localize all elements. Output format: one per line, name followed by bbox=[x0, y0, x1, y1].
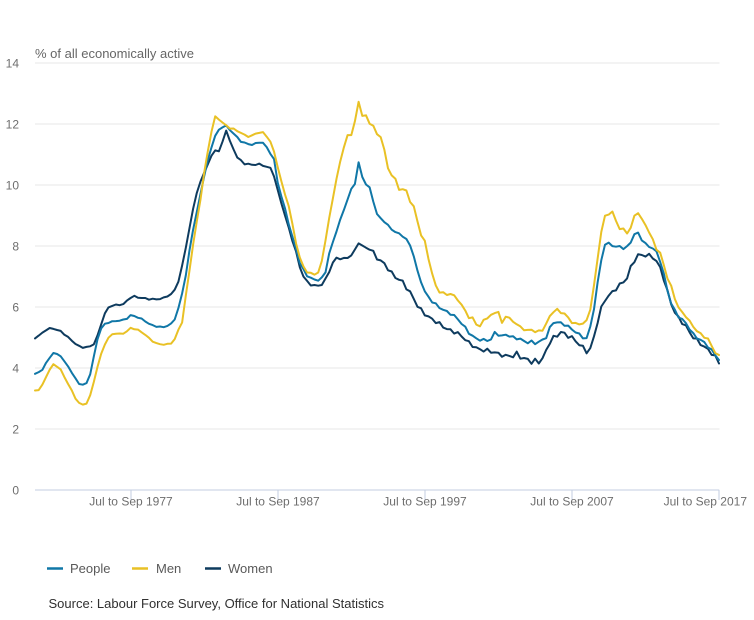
svg-text:Women: Women bbox=[228, 561, 273, 576]
svg-text:Men: Men bbox=[156, 561, 181, 576]
svg-text:People: People bbox=[70, 561, 110, 576]
svg-text:Jul to Sep 2007: Jul to Sep 2007 bbox=[530, 495, 614, 509]
svg-text:Jul to Sep 1977: Jul to Sep 1977 bbox=[89, 495, 173, 509]
svg-text:4: 4 bbox=[12, 362, 19, 376]
svg-text:6: 6 bbox=[12, 301, 19, 315]
svg-text:8: 8 bbox=[12, 240, 19, 254]
svg-text:% of all economically active: % of all economically active bbox=[35, 46, 194, 61]
svg-text:14: 14 bbox=[6, 57, 20, 71]
svg-text:0: 0 bbox=[12, 484, 19, 498]
svg-text:12: 12 bbox=[6, 118, 20, 132]
svg-text:Jul to Sep 1987: Jul to Sep 1987 bbox=[236, 495, 320, 509]
svg-text:2: 2 bbox=[12, 423, 19, 437]
svg-text:Source: Labour Force Survey, O: Source: Labour Force Survey, Office for … bbox=[49, 596, 385, 611]
svg-text:10: 10 bbox=[6, 179, 20, 193]
svg-text:Jul to Sep 2017: Jul to Sep 2017 bbox=[664, 495, 748, 509]
svg-text:Jul to Sep 1997: Jul to Sep 1997 bbox=[383, 495, 467, 509]
